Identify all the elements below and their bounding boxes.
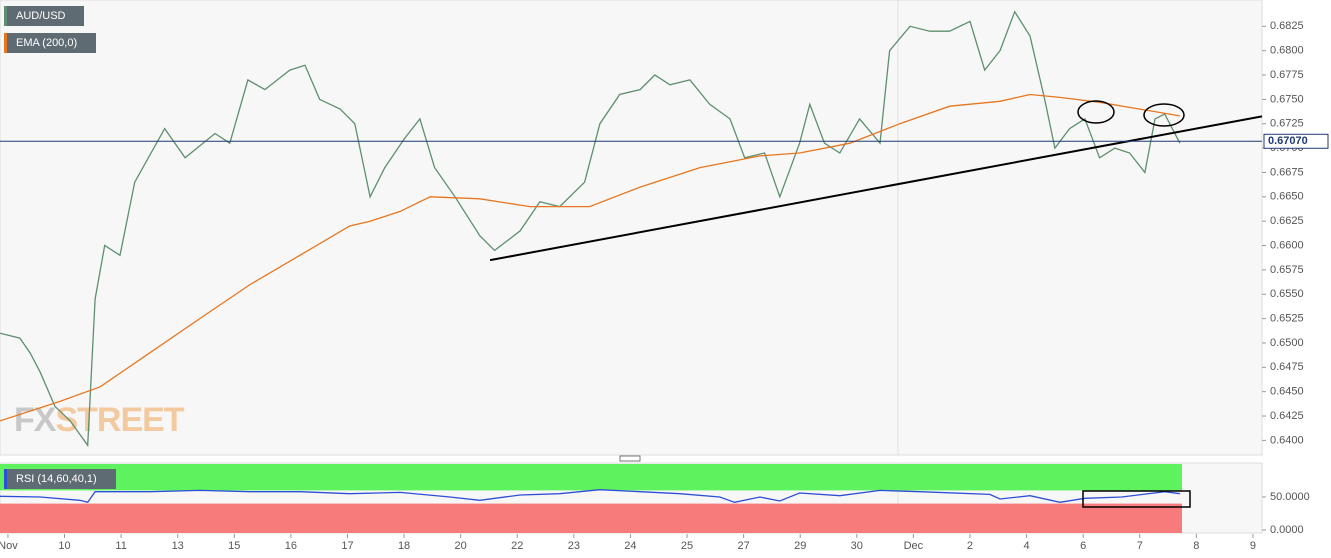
x-tick-label: 30 [851, 540, 863, 552]
legend-box [4, 6, 84, 26]
x-tick-label: 7 [1137, 540, 1143, 552]
y-tick-label: 0.6475 [1270, 361, 1304, 373]
plot: 0.6400 0.6425 0.6450 0.6475 0.6500 0.6525 0.65… [0, 6, 1329, 552]
x-tick-label: 22 [511, 540, 523, 552]
x-tick-label: 8 [1193, 540, 1199, 552]
y-tick-label: 0.6800 [1270, 45, 1304, 57]
x-tick-label: 4 [1024, 540, 1030, 552]
y-tick-label: 0.6825 [1270, 20, 1304, 32]
x-tick-label: 27 [737, 540, 749, 552]
x-tick-label: 20 [455, 540, 467, 552]
series-line [0, 93, 1181, 422]
y-tick-label: 0.6675 [1270, 166, 1304, 178]
legend-swatch [4, 33, 7, 53]
x-tick-label: 6 [1080, 540, 1086, 552]
y-tick-label: 0.6600 [1270, 239, 1304, 251]
legend-box [4, 469, 116, 489]
x-tick-label: 25 [681, 540, 693, 552]
trendline [489, 115, 1263, 262]
x-tick-label: Dec [904, 540, 924, 552]
x-tick-label: 24 [624, 540, 636, 552]
x-tick-label: Nov [0, 540, 18, 552]
legend-swatch [4, 6, 7, 26]
legend-label: EMA (200,0) [16, 37, 77, 49]
y-tick-label: 0.6550 [1270, 288, 1304, 300]
x-tick-label: 13 [172, 540, 184, 552]
y-tick-label: 0.6650 [1270, 191, 1304, 203]
x-tick-label: 10 [58, 540, 70, 552]
y-tick-label: 0.6500 [1270, 337, 1304, 349]
highlight-box [1082, 490, 1191, 508]
x-tick-label: 15 [228, 540, 240, 552]
watermark-street: STREET [55, 401, 184, 439]
rsi-lower-band [0, 503, 1182, 533]
last-price-label: 0.67070 [1268, 135, 1308, 147]
x-tick-label: 17 [341, 540, 353, 552]
x-tick-label: 9 [1250, 540, 1256, 552]
highlight-ellipse [1077, 100, 1115, 124]
last-price-box [1263, 133, 1329, 149]
watermark: FXSTREET [14, 401, 185, 439]
y-tick-label: 0.6400 [1270, 434, 1304, 446]
panel-resizer[interactable] [619, 455, 641, 462]
x-tick-label: 11 [115, 540, 126, 552]
legend-swatch [4, 469, 7, 489]
series-line [0, 489, 1180, 504]
x-tick-label: 18 [398, 540, 410, 552]
x-tick-label: 16 [285, 540, 297, 552]
y-tick-label: 0.6525 [1270, 313, 1304, 325]
y-tick-label: 0.6750 [1270, 93, 1304, 105]
legend-label: AUD/USD [16, 10, 66, 22]
series-line [0, 10, 1181, 448]
x-tick-label: 2 [967, 540, 973, 552]
watermark-fx: FX [14, 401, 57, 439]
y-tick-label: 0.6450 [1270, 386, 1304, 398]
legend-box [4, 33, 96, 53]
y-tick-label: 0.6425 [1270, 410, 1304, 422]
legend-label: RSI (14,60,40,1) [16, 473, 97, 485]
price-panel [0, 0, 1263, 456]
x-tick-label: 23 [568, 540, 580, 552]
y-tick-label: 0.6575 [1270, 264, 1304, 276]
y-tick-label: 0.6775 [1270, 69, 1304, 81]
y-tick-label: 0.6625 [1270, 215, 1304, 227]
y-tick-label: 0.6725 [1270, 118, 1304, 130]
rsi-upper-band [0, 464, 1182, 491]
x-tick-label: 29 [794, 540, 806, 552]
rsi-tick-label: 50.0000 [1270, 491, 1310, 503]
highlight-ellipse [1143, 103, 1185, 127]
rsi-tick-label: 0.0000 [1270, 524, 1304, 536]
